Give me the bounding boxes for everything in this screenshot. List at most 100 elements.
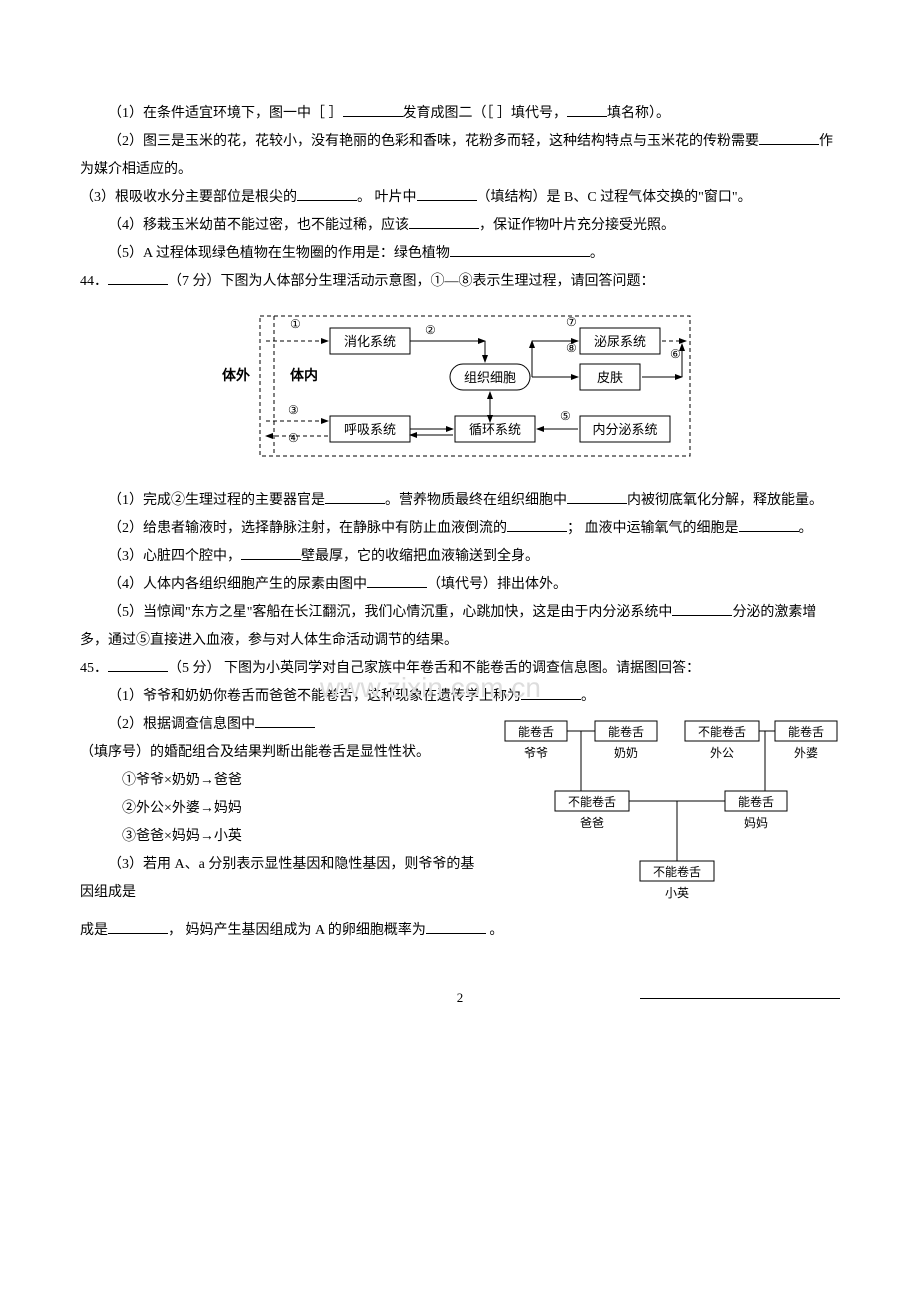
q45-part1: （1）爷爷和奶奶你卷舌而爸爸不能卷舌，这种现象在遗传学上称为 。 <box>80 683 840 711</box>
svg-text:能卷舌: 能卷舌 <box>518 724 554 739</box>
svg-text:⑧: ⑧ <box>566 341 577 355</box>
svg-text:循环系统: 循环系统 <box>469 422 521 437</box>
q45-split: （2）根据调查信息图中 （填序号）的婚配组合及结果判断出能卷舌是显性性状。 ①爷… <box>80 711 840 917</box>
q45-part3b: 成是， 妈妈产生基因组成为 A 的卵细胞概率为 。 <box>80 917 840 945</box>
q45-p1a: （1）爷爷和奶奶你卷舌而爸爸不能卷舌，这种现象在遗传学上称为 <box>108 689 521 704</box>
pedigree-diagram: 能卷舌爷爷能卷舌奶奶不能卷舌外公能卷舌外婆不能卷舌爸爸能卷舌妈妈不能卷舌小英 <box>495 711 840 906</box>
svg-text:不能卷舌: 不能卷舌 <box>568 794 616 809</box>
q45-p3b: ， 妈妈产生基因组成为 A 的卵细胞概率为 <box>168 923 426 938</box>
q43-p2a: （2）图三是玉米的花，花较小，没有艳丽的色彩和香味，花粉多而轻，这种结构特点与玉… <box>108 134 759 149</box>
q43-part2: （2）图三是玉米的花，花较小，没有艳丽的色彩和香味，花粉多而轻，这种结构特点与玉… <box>80 128 840 184</box>
q44-p3a: （3）心脏四个腔中， <box>108 549 241 564</box>
q43-p3c: （填结构）是 B、C 过程气体交换的"窗口"。 <box>477 190 752 205</box>
blank <box>241 543 301 560</box>
q43-part5: （5）A 过程体现绿色植物在生物圈的作用是：绿色植物 。 <box>80 240 840 268</box>
q44-part2: （2）给患者输液时，选择静脉注射，在静脉中有防止血液倒流的 ； 血液中运输氧气的细… <box>80 515 840 543</box>
q45-p2b: （填序号）的婚配组合及结果判断出能卷舌是显性性状。 <box>80 739 485 767</box>
svg-text:组织细胞: 组织细胞 <box>464 370 516 385</box>
q45-opt1: ①爷爷×奶奶→爸爸 <box>80 767 485 795</box>
q45-opt2: ②外公×外婆→妈妈 <box>80 795 485 823</box>
svg-text:小英: 小英 <box>665 886 689 900</box>
svg-text:不能卷舌: 不能卷舌 <box>653 864 701 879</box>
svg-text:外公: 外公 <box>710 746 734 760</box>
svg-text:妈妈: 妈妈 <box>744 816 768 830</box>
q44-num: 44． <box>80 274 108 289</box>
svg-text:体内: 体内 <box>290 367 318 384</box>
q43-p4a: （4）移栽玉米幼苗不能过密，也不能过稀，应该 <box>108 218 409 233</box>
q44-header: 44． （7 分）下图为人体部分生理活动示意图，①—⑧表示生理过程，请回答问题： <box>80 268 840 296</box>
svg-text:内分泌系统: 内分泌系统 <box>592 422 657 437</box>
blank <box>108 917 168 934</box>
svg-text:不能卷舌: 不能卷舌 <box>698 724 746 739</box>
svg-text:能卷舌: 能卷舌 <box>788 724 824 739</box>
q45-p3a-line1: （3）若用 A、a 分别表示显性基因和隐性基因，则爷爷的基因组成是 <box>80 851 485 907</box>
q45-part2: （2）根据调查信息图中 <box>80 711 485 739</box>
q44-part1: （1）完成②生理过程的主要器官是 。营养物质最终在组织细胞中 内被彻底氧化分解，释放… <box>80 487 840 515</box>
q43-p1c: 填名称）。 <box>607 106 670 121</box>
blank <box>325 487 385 504</box>
blank <box>672 599 732 616</box>
q45-opt3: ③爸爸×妈妈→小英 <box>80 823 485 851</box>
q43-part3: （3）根吸收水分主要部位是根尖的 。 叶片中 （填结构）是 B、C 过程气体交换的"… <box>80 184 840 212</box>
blank <box>450 240 590 257</box>
q44-p2a: （2）给患者输液时，选择静脉注射，在静脉中有防止血液倒流的 <box>108 521 507 536</box>
svg-text:⑦: ⑦ <box>566 315 577 329</box>
blank <box>367 571 427 588</box>
q45-header: 45． （5 分） 下图为小英同学对自己家族中年卷舌和不能卷舌的调查信息图。请据图… <box>80 655 840 683</box>
q44-p1b: 。营养物质最终在组织细胞中 <box>385 493 567 508</box>
blank <box>108 268 168 285</box>
blank <box>567 487 627 504</box>
svg-text:奶奶: 奶奶 <box>614 746 638 760</box>
q44-part3: （3）心脏四个腔中， 壁最厚，它的收缩把血液输送到全身。 <box>80 543 840 571</box>
q44-head-text: （7 分）下图为人体部分生理活动示意图，①—⑧表示生理过程，请回答问题： <box>168 274 655 289</box>
svg-text:③: ③ <box>288 403 299 417</box>
q43-part4: （4）移栽玉米幼苗不能过密，也不能过稀，应该 ，保证作物叶片充分接受光照。 <box>80 212 840 240</box>
blank <box>507 515 567 532</box>
q45-left-text: （2）根据调查信息图中 （填序号）的婚配组合及结果判断出能卷舌是显性性状。 ①爷… <box>80 711 485 917</box>
q44-part5: （5）当惊闻"东方之星"客船在长江翻沉，我们心情沉重，心跳加快，这是由于内分泌系… <box>80 599 840 655</box>
q45-p1b: 。 <box>581 689 595 704</box>
q45-num: 45． <box>80 661 108 676</box>
blank <box>409 212 479 229</box>
q44-p1a: （1）完成②生理过程的主要器官是 <box>108 493 325 508</box>
svg-text:消化系统: 消化系统 <box>344 334 396 349</box>
q43-p5a: （5）A 过程体现绿色植物在生物圈的作用是：绿色植物 <box>108 246 450 261</box>
q45-pedigree: 能卷舌爷爷能卷舌奶奶不能卷舌外公能卷舌外婆不能卷舌爸爸能卷舌妈妈不能卷舌小英 <box>495 711 840 917</box>
q43-p4b: ，保证作物叶片充分接受光照。 <box>479 218 675 233</box>
svg-text:外婆: 外婆 <box>794 746 818 760</box>
q45-head-text: （5 分） 下图为小英同学对自己家族中年卷舌和不能卷舌的调查信息图。请据图回答： <box>168 661 700 676</box>
q43-p5b: 。 <box>590 246 604 261</box>
physiology-diagram: 消化系统组织细胞泌尿系统皮肤呼吸系统循环系统内分泌系统体外体内①②③④⑤⑥⑦⑧ <box>210 306 710 466</box>
svg-text:⑤: ⑤ <box>560 409 571 423</box>
svg-text:皮肤: 皮肤 <box>597 370 623 385</box>
svg-text:能卷舌: 能卷舌 <box>738 794 774 809</box>
q44-p2b: ； 血液中运输氧气的细胞是 <box>567 521 739 536</box>
q45-p2a: （2）根据调查信息图中 <box>108 717 255 732</box>
q43-p3a: （3）根吸收水分主要部位是根尖的 <box>80 190 297 205</box>
svg-text:爷爷: 爷爷 <box>524 746 548 760</box>
q43-part1: （1）在条件适宜环境下，图一中［ ］ 发育成图二（［ ］填代号， 填名称）。 <box>80 100 840 128</box>
q44-p1c: 内被彻底氧化分解，释放能量。 <box>627 493 823 508</box>
svg-text:爸爸: 爸爸 <box>580 816 604 830</box>
q44-p2c: 。 <box>799 521 813 536</box>
q43-p1b: 发育成图二（［ ］填代号， <box>403 106 568 121</box>
svg-text:④: ④ <box>288 431 299 445</box>
svg-text:体外: 体外 <box>222 367 250 384</box>
blank <box>108 655 168 672</box>
q44-p4a: （4）人体内各组织细胞产生的尿素由图中 <box>108 577 367 592</box>
svg-text:⑥: ⑥ <box>670 347 681 361</box>
q44-p4b: （填代号）排出体外。 <box>427 577 567 592</box>
q43-p3b: 。 叶片中 <box>357 190 417 205</box>
blank <box>417 184 477 201</box>
q44-p3b: 壁最厚，它的收缩把血液输送到全身。 <box>301 549 539 564</box>
blank <box>343 100 403 117</box>
blank <box>567 100 607 117</box>
q44-p5a: （5）当惊闻"东方之星"客船在长江翻沉，我们心情沉重，心跳加快，这是由于内分泌系… <box>108 605 672 620</box>
q44-diagram: 消化系统组织细胞泌尿系统皮肤呼吸系统循环系统内分泌系统体外体内①②③④⑤⑥⑦⑧ <box>80 306 840 477</box>
q45-p3c: 。 <box>486 923 504 938</box>
svg-text:②: ② <box>425 323 436 337</box>
q43-p1a: （1）在条件适宜环境下，图一中［ ］ <box>108 106 343 121</box>
blank <box>759 128 819 145</box>
footer-line <box>640 998 840 999</box>
svg-text:泌尿系统: 泌尿系统 <box>594 334 646 349</box>
